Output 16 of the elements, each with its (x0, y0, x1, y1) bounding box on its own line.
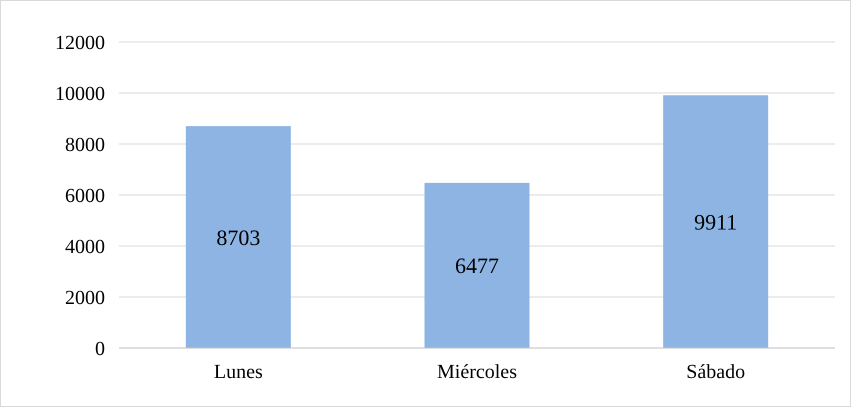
data-label: 6477 (454, 253, 499, 278)
y-tick-label: 10000 (55, 83, 105, 106)
y-tick-label: 6000 (65, 185, 105, 208)
y-tick-label: 12000 (55, 32, 105, 54)
data-label: 9911 (694, 209, 738, 234)
y-tick-label: 0 (95, 338, 105, 360)
y-tick-label: 4000 (65, 236, 105, 258)
bar (424, 182, 530, 348)
x-tick-label: Miércoles (437, 361, 518, 384)
bar (186, 126, 291, 348)
bar (663, 95, 768, 348)
y-tick-label: 8000 (65, 134, 105, 156)
x-tick-label: Lunes (214, 361, 263, 384)
x-tick-label: Sábado (686, 361, 746, 384)
data-label: 8703 (216, 224, 260, 250)
y-tick-label: 2000 (65, 287, 105, 310)
